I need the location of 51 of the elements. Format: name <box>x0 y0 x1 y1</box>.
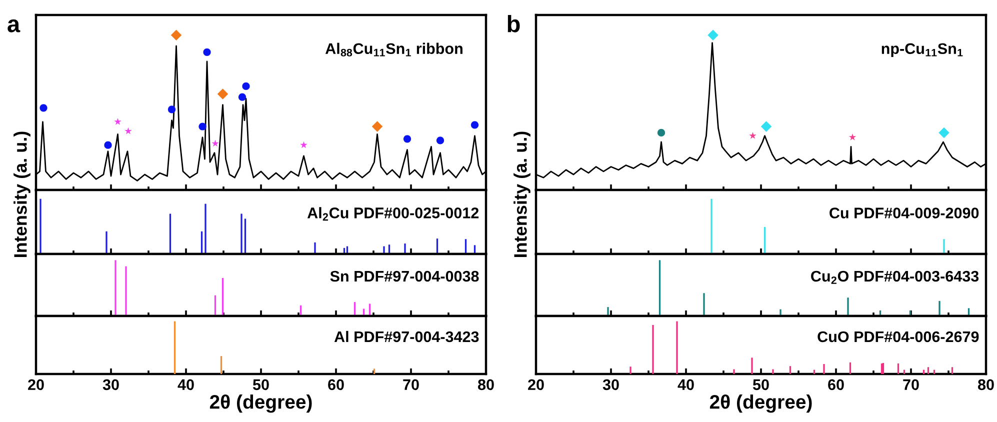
point <box>657 128 666 137</box>
point <box>242 82 250 90</box>
x-tick-label: 30 <box>602 379 619 390</box>
point <box>104 141 112 149</box>
point <box>114 118 122 125</box>
x-tick-label: 50 <box>252 379 269 390</box>
point <box>217 88 228 100</box>
x-tick-label: 70 <box>403 379 419 390</box>
y-axis-title: Intensity (a. u.) <box>514 132 530 257</box>
x-tick-label: 70 <box>903 379 919 390</box>
x-tick-label: 80 <box>978 379 994 390</box>
point <box>372 121 383 132</box>
annotation: Al PDF#97-004-3423 <box>334 330 479 342</box>
x-tick-label: 50 <box>752 379 769 390</box>
annotation: Al$_{2}$Cu PDF#00-025-0012 <box>307 207 479 221</box>
annotation: CuO PDF#04-006-2679 <box>818 331 979 342</box>
point <box>749 132 756 139</box>
chart-title: a <box>8 19 20 32</box>
point <box>848 134 856 140</box>
annotation: Cu PDF#04-009-2090 <box>830 208 979 218</box>
point <box>168 106 176 114</box>
point <box>300 141 308 148</box>
chart-title: b <box>508 15 520 32</box>
point <box>170 30 182 41</box>
x-tick-label: 30 <box>102 379 119 390</box>
point <box>403 135 412 143</box>
x-tick-label: 40 <box>178 379 194 390</box>
x-tick-label: 60 <box>828 379 844 390</box>
point <box>470 121 479 129</box>
annotation: Cu$_{2}$O PDF#04-003-6433 <box>811 270 979 284</box>
x-tick-label: 20 <box>528 379 544 390</box>
point <box>203 48 211 56</box>
x-axis-title: 2θ (degree) <box>210 394 312 413</box>
y-axis-title: Intensity (a. u.) <box>14 132 30 257</box>
point <box>760 121 772 132</box>
point <box>708 30 718 41</box>
point <box>198 122 206 130</box>
annotation: np-Cu$_{11}$Sn$_{1}$ <box>882 43 963 58</box>
point <box>124 127 132 134</box>
point <box>938 127 950 138</box>
point <box>238 93 246 101</box>
annotation: Al$_{88}$Cu$_{11}$Sn$_{1}$ ribbon <box>325 42 462 56</box>
point <box>436 136 444 144</box>
x-tick-label: 20 <box>28 379 44 390</box>
x-tick-label: 60 <box>328 379 344 390</box>
x-axis-title: 2θ (degree) <box>710 394 812 413</box>
x-tick-label: 80 <box>478 379 494 390</box>
annotation: Sn PDF#97-004-0038 <box>330 270 479 282</box>
point <box>40 104 48 112</box>
point <box>212 140 219 147</box>
x-tick-label: 40 <box>678 379 694 390</box>
